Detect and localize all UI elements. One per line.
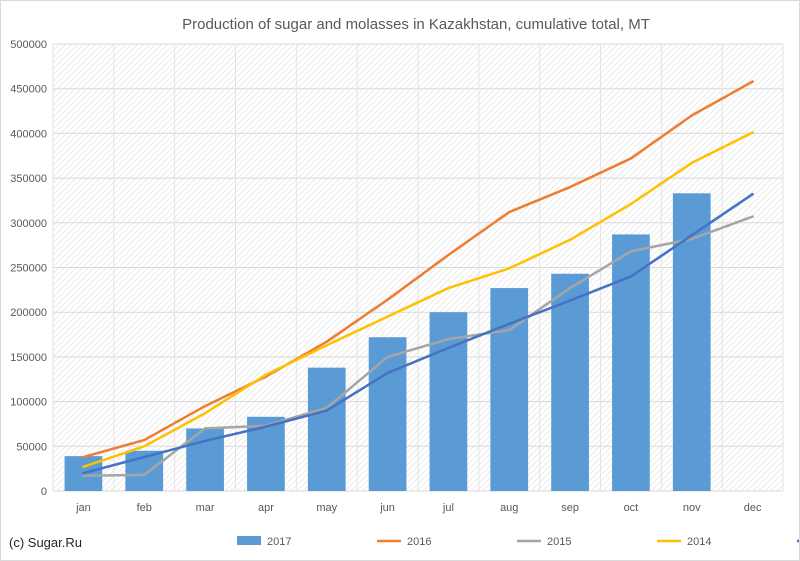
x-tick-label: feb bbox=[137, 502, 152, 514]
point-2013-mar bbox=[203, 439, 207, 443]
legend-swatch-2017 bbox=[237, 536, 261, 545]
grid-lines bbox=[52, 43, 784, 492]
point-2015-jan bbox=[82, 474, 85, 478]
bar-2017-oct bbox=[612, 234, 650, 491]
point-2014-aug bbox=[508, 267, 511, 270]
legend-item-2016: 2016 bbox=[377, 536, 431, 548]
point-2014-feb bbox=[143, 445, 146, 448]
point-2013-jun bbox=[386, 371, 389, 375]
line-series-2015 bbox=[82, 215, 754, 478]
point-2014-mar bbox=[203, 412, 207, 415]
point-2014-sep bbox=[568, 238, 572, 241]
point-2014-oct bbox=[629, 202, 633, 206]
legend-item-2017: 2017 bbox=[237, 536, 291, 548]
line-series-2016 bbox=[82, 80, 754, 459]
legend-item-2015: 2015 bbox=[517, 536, 571, 548]
point-2016-feb bbox=[143, 438, 146, 442]
point-2013-may bbox=[325, 409, 328, 412]
x-tick-label: apr bbox=[258, 502, 274, 514]
point-2015-sep bbox=[568, 286, 572, 290]
credit-text: (c) Sugar.Ru bbox=[9, 535, 82, 550]
point-2015-jul bbox=[447, 337, 450, 341]
x-axis-ticks: jan feb mar apr may jun jul aug sep oct nov dec bbox=[75, 502, 762, 514]
point-2013-sep bbox=[568, 299, 572, 302]
legend-item-2014: 2014 bbox=[657, 536, 711, 548]
point-2016-jun bbox=[386, 298, 389, 301]
point-2015-may bbox=[325, 406, 328, 410]
y-tick-label: 150000 bbox=[10, 352, 47, 364]
x-tick-label: jun bbox=[379, 502, 395, 514]
legend: 2017 2016 2015 2014 2013 bbox=[237, 536, 799, 548]
bar-series bbox=[64, 193, 711, 491]
point-2015-mar bbox=[203, 427, 207, 430]
x-tick-label: aug bbox=[500, 502, 518, 514]
point-2015-dec bbox=[751, 215, 754, 218]
point-2014-nov bbox=[690, 161, 693, 165]
bar-2017-apr bbox=[247, 416, 285, 491]
point-2013-dec bbox=[751, 192, 754, 196]
legend-label-2014: 2014 bbox=[687, 536, 711, 548]
point-2015-nov bbox=[690, 237, 693, 241]
x-tick-label: nov bbox=[683, 502, 701, 514]
y-tick-label: 350000 bbox=[10, 173, 47, 185]
point-2015-feb bbox=[143, 473, 146, 477]
point-2014-dec bbox=[751, 131, 754, 134]
x-tick-label: may bbox=[316, 502, 337, 514]
point-2014-apr bbox=[264, 373, 268, 376]
line-series bbox=[82, 80, 754, 478]
point-2014-jul bbox=[447, 286, 450, 290]
y-tick-label: 250000 bbox=[10, 263, 47, 275]
point-2014-jun bbox=[386, 315, 389, 318]
point-2016-sep bbox=[568, 185, 572, 189]
x-tick-label: jul bbox=[442, 502, 454, 514]
point-2016-jan bbox=[82, 455, 85, 459]
legend-item-2013: 2013 bbox=[797, 539, 799, 543]
y-tick-label: 50000 bbox=[16, 441, 47, 453]
point-2013-feb bbox=[143, 455, 146, 459]
point-2013-nov bbox=[690, 234, 693, 237]
point-2015-jun bbox=[386, 355, 389, 359]
y-tick-label: 400000 bbox=[10, 128, 47, 140]
line-series-2013 bbox=[82, 192, 754, 475]
point-2013-aug bbox=[508, 322, 511, 326]
legend-label-2016: 2016 bbox=[407, 536, 431, 548]
x-tick-label: mar bbox=[196, 502, 215, 514]
point-2013-jan bbox=[82, 471, 85, 475]
y-tick-label: 200000 bbox=[10, 307, 47, 319]
y-tick-label: 0 bbox=[41, 486, 47, 498]
point-2016-mar bbox=[203, 404, 207, 408]
x-tick-label: sep bbox=[561, 502, 579, 514]
x-tick-label: oct bbox=[624, 502, 639, 514]
y-tick-label: 100000 bbox=[10, 397, 47, 409]
point-2016-may bbox=[325, 340, 328, 343]
y-tick-label: 450000 bbox=[10, 84, 47, 96]
legend-label-2015: 2015 bbox=[547, 536, 571, 548]
bar-2017-may bbox=[307, 367, 346, 491]
bar-2017-jun bbox=[368, 337, 407, 491]
point-2013-apr bbox=[264, 425, 268, 428]
y-axis-ticks: 0 50000 100000 150000 200000 250000 300000 3500… bbox=[10, 39, 47, 498]
point-2013-jul bbox=[447, 346, 450, 350]
y-tick-label: 300000 bbox=[10, 218, 47, 230]
chart-title: Production of sugar and molasses in Kaza… bbox=[182, 16, 650, 33]
point-2016-jul bbox=[447, 253, 450, 257]
point-2013-oct bbox=[629, 275, 633, 278]
point-2014-jan bbox=[82, 465, 85, 469]
point-2016-oct bbox=[629, 157, 633, 160]
bar-2017-sep bbox=[551, 273, 589, 491]
point-2016-aug bbox=[508, 210, 511, 214]
x-tick-label: dec bbox=[744, 502, 762, 514]
point-2015-aug bbox=[508, 328, 511, 332]
point-2015-oct bbox=[629, 250, 633, 253]
point-2016-dec bbox=[751, 80, 754, 83]
line-series-2014 bbox=[82, 131, 754, 469]
legend-label-2017: 2017 bbox=[267, 536, 291, 548]
point-2014-may bbox=[325, 344, 328, 347]
y-tick-label: 500000 bbox=[10, 39, 47, 51]
x-tick-label: jan bbox=[75, 502, 91, 514]
point-2016-nov bbox=[690, 114, 693, 117]
